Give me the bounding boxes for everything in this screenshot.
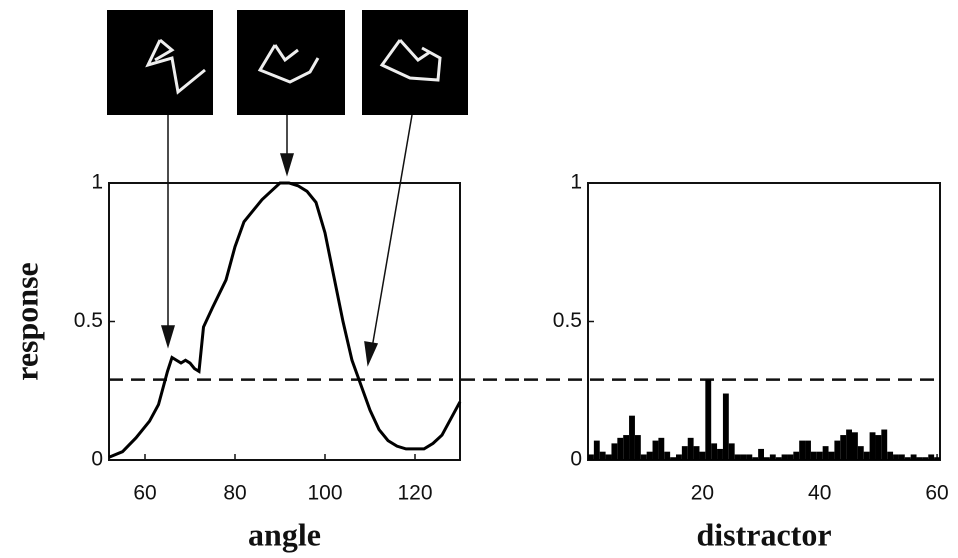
bar <box>898 454 905 460</box>
bar <box>722 393 729 460</box>
bar <box>863 451 870 460</box>
bar <box>717 448 723 460</box>
bar <box>769 454 776 460</box>
arrows <box>160 114 413 367</box>
bar <box>728 443 735 460</box>
x-tick-label: 100 <box>307 482 342 505</box>
bar <box>869 432 876 460</box>
x-tick-label: 60 <box>925 482 948 505</box>
bar <box>840 435 847 460</box>
bar <box>681 446 688 460</box>
bar <box>846 429 852 460</box>
bar <box>658 437 665 460</box>
x-axis-label: angle <box>248 516 321 552</box>
x-tick-label: 20 <box>691 482 714 505</box>
y-tick-label: 0 <box>91 448 103 471</box>
bar <box>928 454 935 460</box>
y-axis-label: response <box>8 262 44 381</box>
bar <box>617 437 624 460</box>
x-tick-label: 80 <box>223 482 246 505</box>
bar <box>605 454 612 460</box>
x-axis-label: distractor <box>696 516 831 552</box>
bar <box>787 454 794 460</box>
y-tick-label: 0 <box>570 448 582 471</box>
bar <box>734 454 741 460</box>
x-tick-label: 60 <box>133 482 156 505</box>
bar <box>670 457 676 460</box>
bar <box>711 443 718 460</box>
bar <box>652 440 659 460</box>
bar <box>822 446 829 460</box>
bar <box>781 454 788 460</box>
bar <box>593 440 600 460</box>
bar <box>752 457 759 460</box>
bar <box>904 457 911 460</box>
stimuli <box>107 10 468 115</box>
y-tick-label: 0.5 <box>553 309 582 332</box>
bar <box>816 451 823 460</box>
bar <box>588 454 594 460</box>
bar <box>764 457 770 460</box>
bar <box>887 451 894 460</box>
bar <box>934 457 940 460</box>
bar <box>746 454 753 460</box>
bar <box>910 454 917 460</box>
bar <box>599 451 606 460</box>
y-tick-label: 0.5 <box>74 309 103 332</box>
bar <box>805 440 811 460</box>
plot-frame <box>108 182 461 461</box>
bar <box>893 454 899 460</box>
bar <box>828 451 835 460</box>
bar <box>676 454 682 460</box>
bar <box>646 451 653 460</box>
bar <box>687 437 694 460</box>
plot-frame <box>587 182 941 461</box>
bar <box>810 451 817 460</box>
bar <box>705 379 712 460</box>
bar <box>916 457 923 460</box>
y-tick-label: 1 <box>570 171 582 194</box>
bar <box>881 429 888 460</box>
bar <box>852 432 858 460</box>
bar <box>922 457 929 460</box>
bar <box>793 451 800 460</box>
bar <box>629 415 635 460</box>
bar <box>693 446 700 460</box>
x-tick-label: 40 <box>808 482 831 505</box>
bar <box>740 454 747 460</box>
bar <box>799 440 806 460</box>
y-tick-label: 1 <box>91 171 103 194</box>
bar <box>875 435 882 460</box>
bar <box>640 454 647 460</box>
bar <box>775 457 782 460</box>
bar <box>634 435 641 460</box>
x-tick-label: 120 <box>397 482 432 505</box>
response-curve <box>108 181 462 459</box>
bar <box>664 451 671 460</box>
bar <box>623 435 630 460</box>
bar <box>758 448 764 460</box>
bar <box>834 440 841 460</box>
bar <box>857 446 864 460</box>
bar <box>699 451 706 460</box>
bar <box>611 443 618 460</box>
